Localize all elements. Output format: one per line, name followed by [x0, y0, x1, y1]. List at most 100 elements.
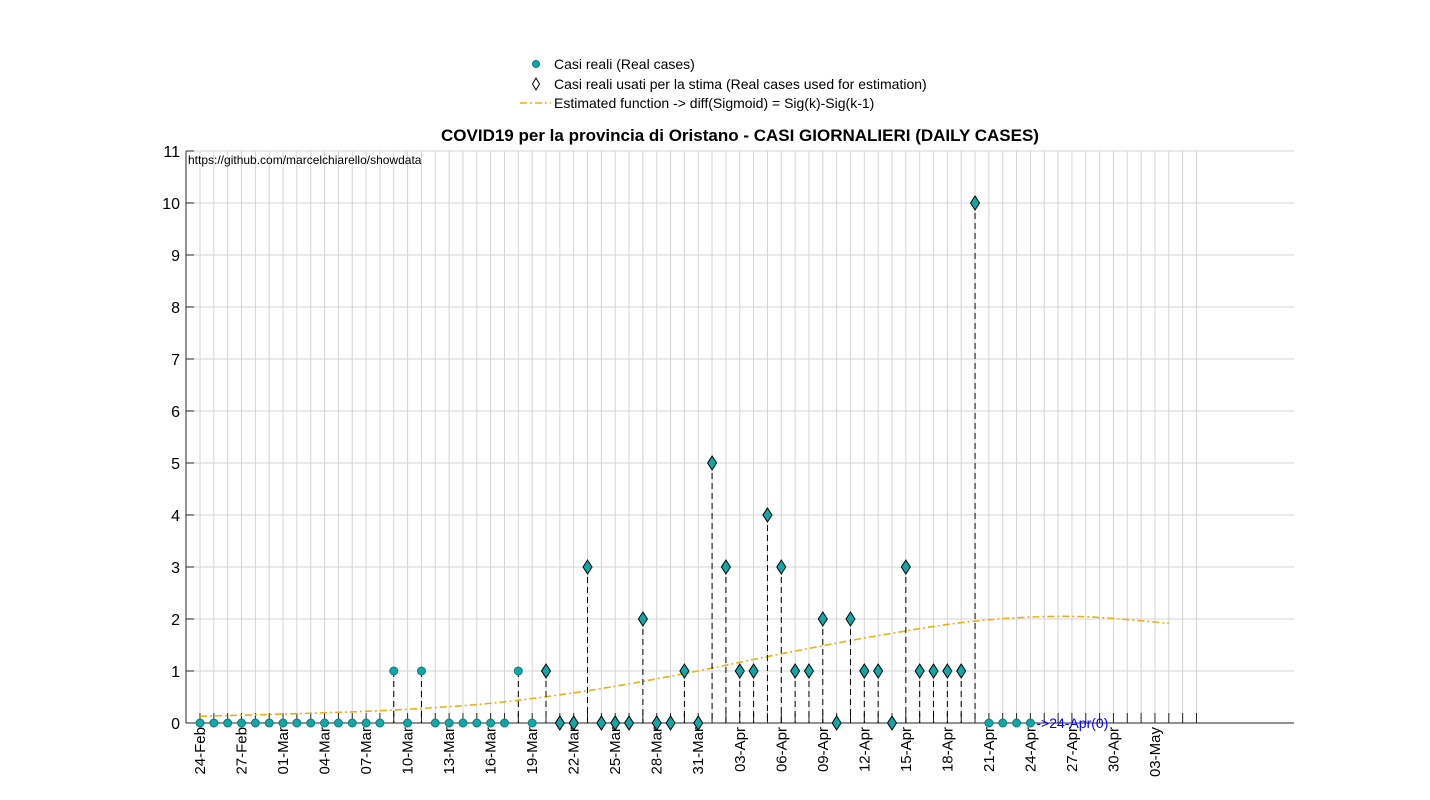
y-tick-label: 6: [171, 404, 180, 421]
used-case-point: [720, 559, 732, 575]
legend-real-marker: [532, 60, 540, 68]
real-case-point: [292, 718, 302, 728]
legend-used-label: Casi reali usati per la stima (Real case…: [554, 76, 927, 92]
x-tick-label: 15-Apr: [898, 727, 915, 772]
real-case-point: [278, 718, 288, 728]
real-case-point: [430, 718, 440, 728]
used-case-point: [748, 663, 759, 679]
used-case-point: [886, 715, 898, 731]
real-case-point: [264, 718, 274, 728]
x-tick-label: 10-Mar: [400, 727, 417, 775]
used-case-point: [790, 663, 801, 679]
real-case-point: [347, 718, 357, 728]
real-case-point: [984, 718, 994, 728]
real-case-point: [237, 718, 247, 728]
y-tick-label: 2: [171, 612, 180, 629]
x-tick-label: 24-Feb: [192, 727, 209, 775]
y-tick-labels: 0 1 2 3 4 5 6 7 8 9 10 11: [162, 144, 180, 733]
real-case-point: [223, 718, 233, 728]
used-case-point: [845, 611, 856, 627]
used-case-point: [776, 559, 787, 575]
x-tick-label: 13-Mar: [441, 727, 458, 775]
x-tick-label: 16-Mar: [483, 727, 500, 775]
used-case-point: [873, 663, 884, 679]
x-tick-label: 03-May: [1147, 727, 1164, 778]
used-case-point: [969, 195, 981, 211]
real-case-point: [458, 718, 468, 728]
x-tick-label: 25-Mar: [607, 727, 624, 775]
x-tick-label: 31-Mar: [690, 727, 707, 775]
markers: [195, 195, 1035, 731]
real-case-point: [1025, 718, 1035, 728]
source-url: https://github.com/marcelchiarello/showd…: [188, 153, 422, 167]
y-tick-label: 11: [163, 144, 180, 161]
last-date-label: ->24-Apr(0): [1036, 715, 1108, 731]
real-case-point: [333, 718, 343, 728]
y-tick-label: 3: [171, 560, 180, 577]
real-case-point: [444, 718, 454, 728]
x-tick-label: 27-Apr: [1064, 727, 1081, 772]
used-case-point: [956, 663, 967, 679]
stems: [393, 203, 976, 723]
real-case-point: [527, 718, 537, 728]
used-case-point: [568, 715, 579, 731]
used-case-point: [914, 663, 925, 679]
real-case-point: [513, 666, 523, 676]
x-tick-label: 28-Mar: [649, 727, 666, 775]
y-tick-label: 1: [171, 664, 180, 681]
real-case-point: [998, 718, 1008, 728]
y-tick-label: 8: [171, 300, 180, 317]
x-tick-label: 30-Apr: [1105, 727, 1122, 772]
used-case-point: [942, 663, 953, 679]
used-case-point: [623, 715, 635, 731]
used-case-point: [665, 715, 676, 731]
used-case-point: [900, 559, 911, 575]
legend-used-marker: [531, 77, 541, 91]
real-case-point: [320, 718, 330, 728]
x-tick-label: 09-Apr: [815, 727, 832, 772]
used-case-point: [803, 663, 815, 679]
used-case-point: [928, 663, 939, 679]
y-tick-label: 4: [171, 508, 180, 525]
x-tick-label: 07-Mar: [358, 727, 375, 775]
real-case-point: [375, 718, 385, 728]
used-case-point: [706, 455, 718, 471]
legend-real-label: Casi reali (Real cases): [554, 56, 695, 72]
x-tick-label: 18-Apr: [939, 727, 956, 772]
used-case-point: [734, 663, 745, 679]
real-case-point: [472, 718, 482, 728]
real-case-point: [195, 718, 205, 728]
x-tick-label: 06-Apr: [773, 727, 790, 772]
x-tick-label: 01-Mar: [275, 727, 292, 775]
used-case-point: [582, 559, 593, 575]
y-tick-label: 7: [171, 352, 180, 369]
x-tick-label: 21-Apr: [981, 727, 998, 772]
used-case-point: [859, 663, 870, 679]
used-case-point: [693, 715, 704, 731]
real-case-point: [499, 718, 509, 728]
x-tick-label: 24-Apr: [1022, 727, 1039, 772]
real-case-point: [250, 718, 260, 728]
used-case-point: [540, 663, 552, 679]
y-tick-label: 0: [171, 716, 180, 733]
real-case-point: [306, 718, 316, 728]
y-tick-label: 9: [171, 248, 180, 265]
legend-fit-label: Estimated function -> diff(Sigmoid) = Si…: [554, 95, 874, 111]
x-tick-labels: 24-Feb 27-Feb 01-Mar 04-Mar 07-Mar 10-Mar 13-M…: [192, 727, 1164, 778]
used-case-point: [831, 715, 842, 731]
x-tick-label: 27-Feb: [234, 727, 251, 775]
legend: Casi reali (Real cases) Casi reali usati…: [520, 56, 927, 111]
fit-curve: [199, 615, 1169, 718]
x-tick-label: 19-Mar: [524, 727, 541, 775]
y-tick-label: 10: [162, 196, 180, 213]
x-tick-label: 03-Apr: [732, 727, 749, 772]
x-tick-label: 12-Apr: [856, 727, 873, 772]
chart-title: COVID19 per la provincia di Oristano - C…: [441, 126, 1039, 145]
real-case-point: [403, 718, 413, 728]
real-case-point: [389, 666, 399, 676]
real-case-point: [416, 666, 426, 676]
used-case-point: [817, 611, 828, 627]
x-tick-label: 22-Mar: [566, 727, 583, 775]
used-case-point: [554, 715, 565, 731]
